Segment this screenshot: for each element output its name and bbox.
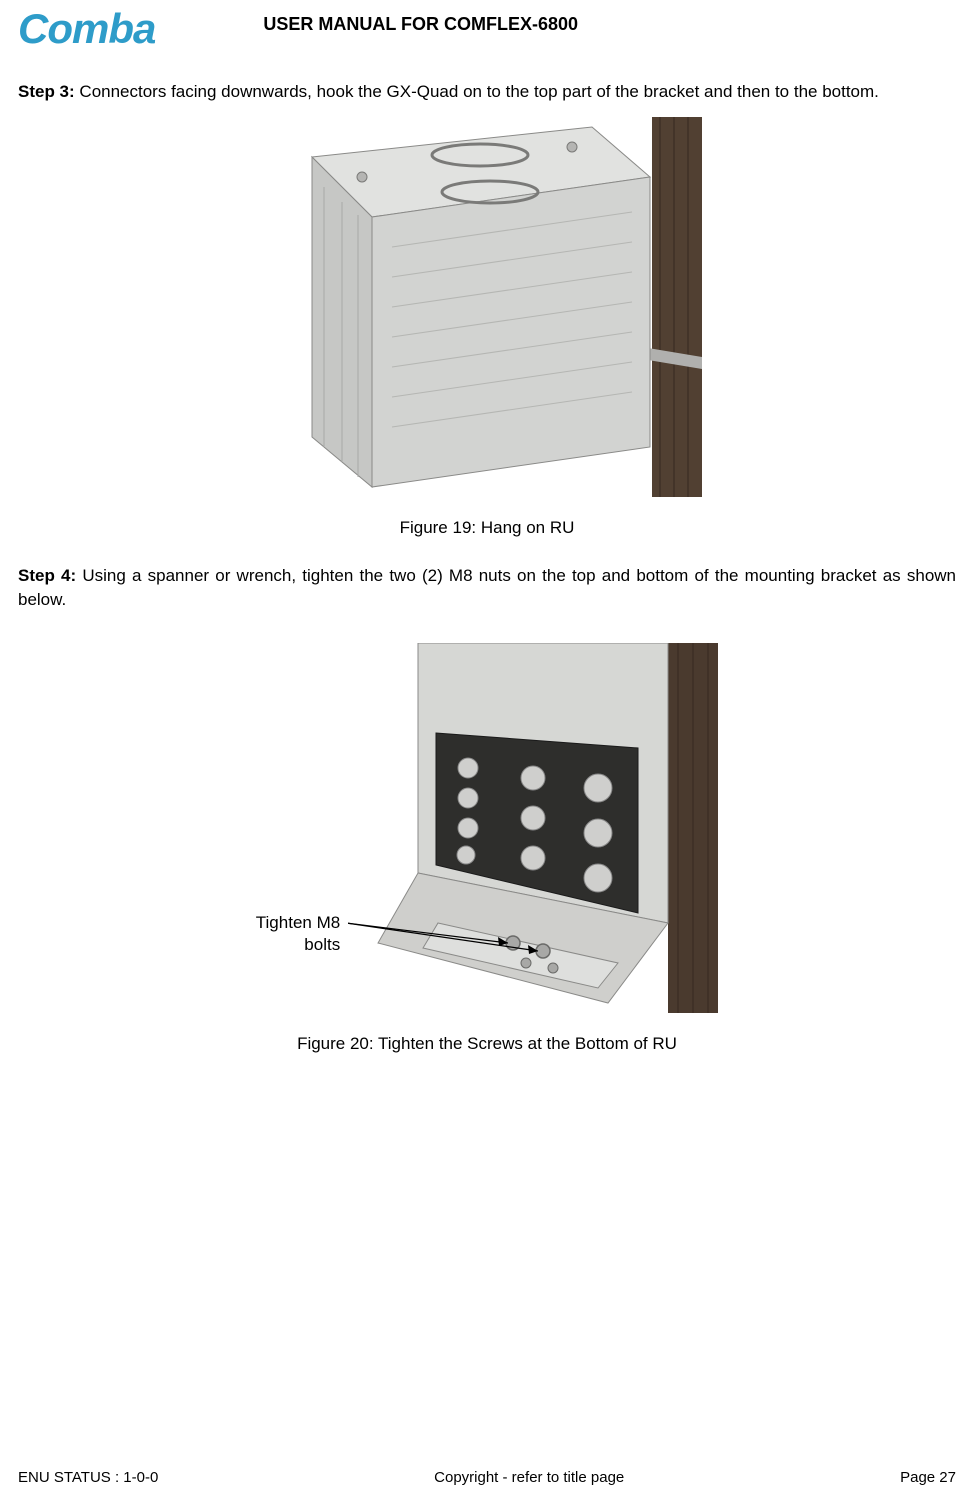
figure20-callout: Tighten M8 bolts <box>256 912 340 956</box>
step3-paragraph: Step 3: Connectors facing downwards, hoo… <box>18 80 956 105</box>
page-header: Comba USER MANUAL FOR COMFLEX-6800 <box>18 8 956 50</box>
step3-label: Step 3: <box>18 82 75 101</box>
step4-text: Using a spanner or wrench, tighten the t… <box>18 566 956 610</box>
figure20-caption: Figure 20: Tighten the Screws at the Bot… <box>18 1034 956 1054</box>
figure20-image <box>348 643 718 1018</box>
step4-label: Step 4: <box>18 566 76 585</box>
figure19-caption: Figure 19: Hang on RU <box>18 518 956 538</box>
figure19-container: Figure 19: Hang on RU <box>18 117 956 538</box>
page-content: Step 3: Connectors facing downwards, hoo… <box>18 80 956 1054</box>
figure20-svg <box>348 643 718 1013</box>
logo: Comba <box>18 8 155 50</box>
page-footer: ENU STATUS : 1-0-0 Copyright - refer to … <box>18 1469 956 1486</box>
step4-paragraph: Step 4: Using a spanner or wrench, tight… <box>18 564 956 613</box>
figure20-callout-line1: Tighten M8 <box>256 913 340 932</box>
figure19-image <box>272 117 702 502</box>
figure20-wrap: Tighten M8 bolts <box>256 643 718 1028</box>
figure20-container: Tighten M8 bolts <box>18 643 956 1054</box>
figure19-svg <box>272 117 702 497</box>
manual-title: USER MANUAL FOR COMFLEX-6800 <box>263 14 578 35</box>
footer-right: Page 27 <box>900 1469 956 1486</box>
footer-left: ENU STATUS : 1-0-0 <box>18 1469 158 1486</box>
footer-center: Copyright - refer to title page <box>434 1469 624 1486</box>
figure20-callout-line2: bolts <box>304 935 340 954</box>
step3-text: Connectors facing downwards, hook the GX… <box>75 82 879 101</box>
